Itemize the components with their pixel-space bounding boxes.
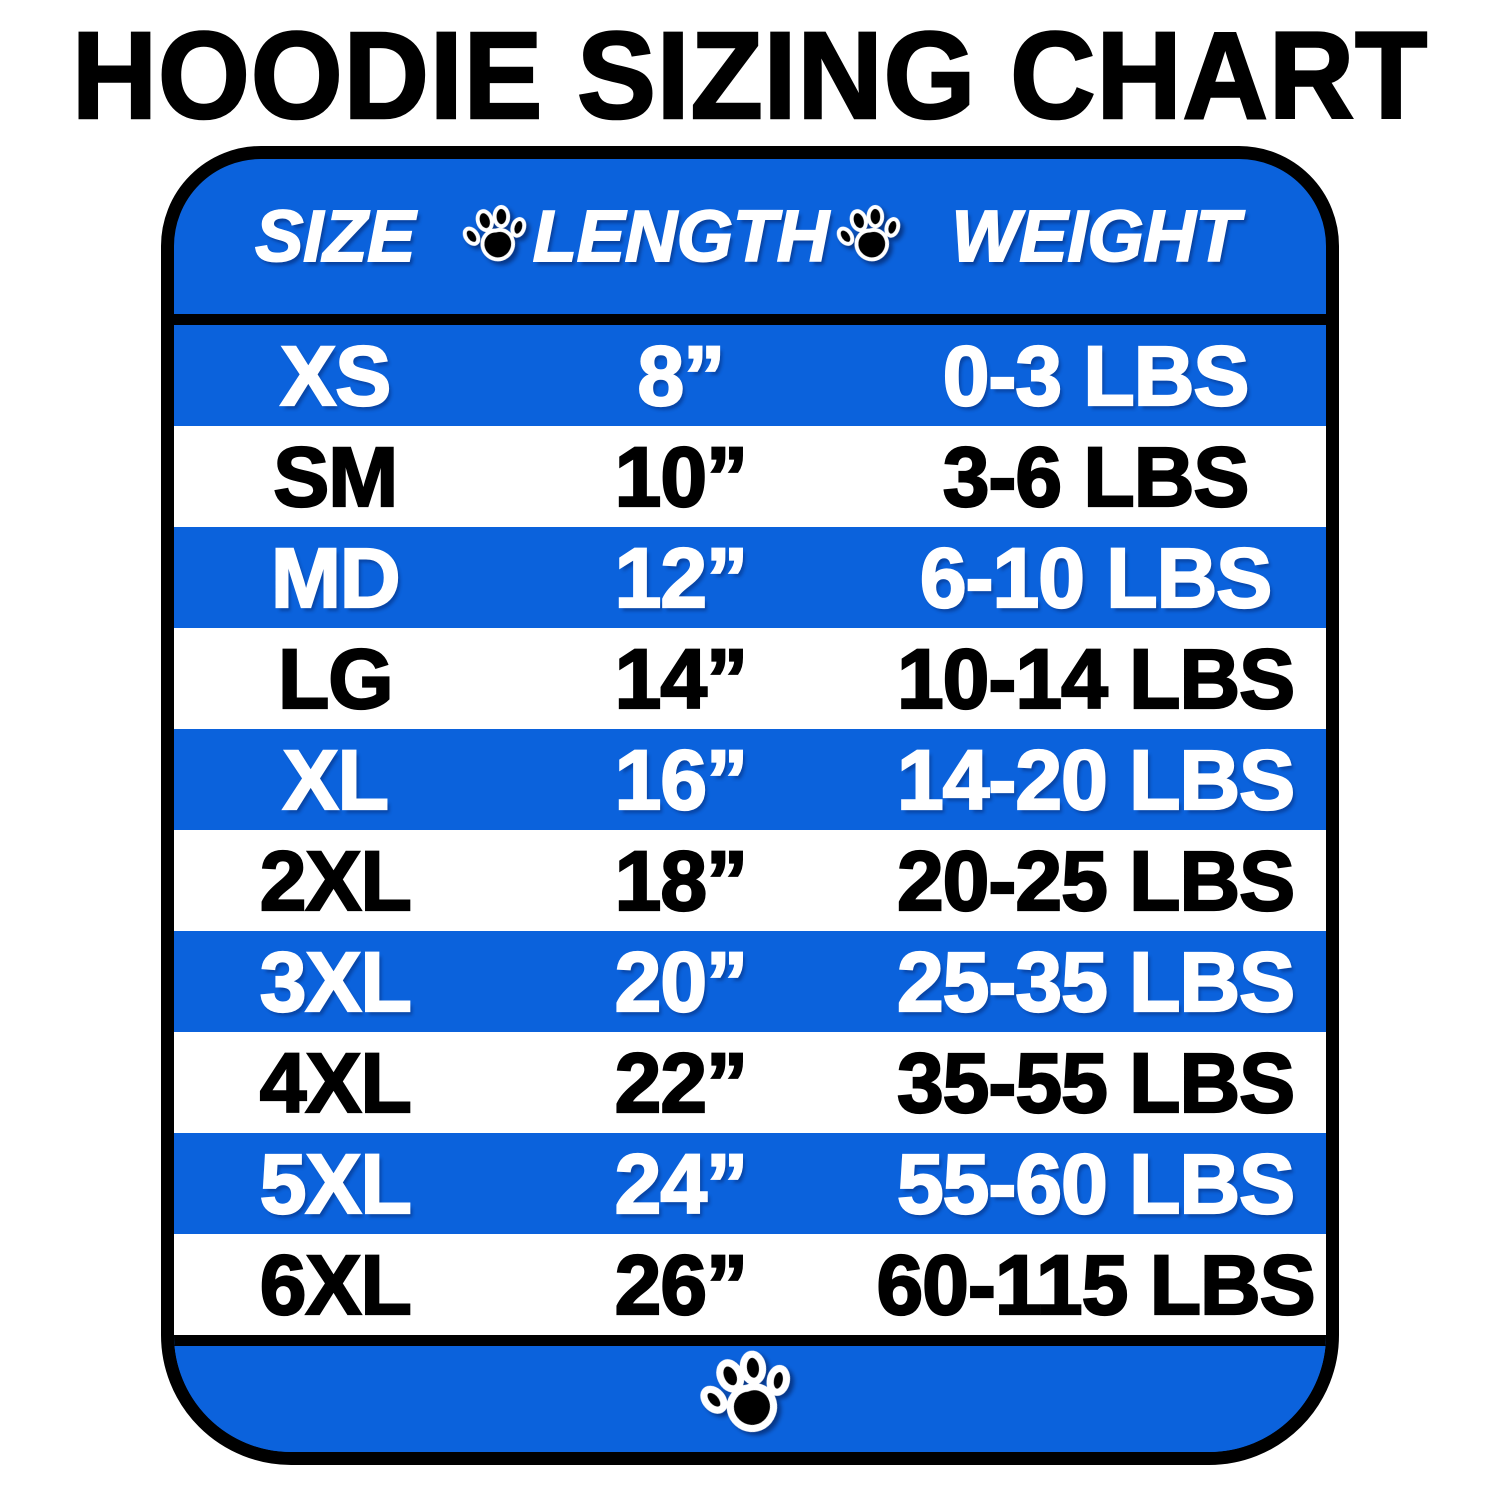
- paw-icon: [458, 199, 535, 276]
- sizing-chart-card: SIZE LENGTH WEIGHT: [161, 146, 1339, 1465]
- weight-cell: 20-25 LBS: [896, 833, 1296, 928]
- length-cell: 12”: [614, 530, 750, 625]
- weight-cell: 25-35 LBS: [896, 934, 1296, 1029]
- table-row: MD 12” 6-10 LBS: [174, 527, 1326, 628]
- weight-cell: 60-115 LBS: [875, 1237, 1316, 1332]
- length-cell: 16”: [614, 732, 750, 827]
- size-cell: MD: [270, 530, 402, 625]
- table-header-row: SIZE LENGTH WEIGHT: [174, 159, 1326, 325]
- table-row: 4XL 22” 35-55 LBS: [174, 1032, 1326, 1133]
- length-cell: 20”: [614, 934, 750, 1029]
- weight-cell: 35-55 LBS: [896, 1035, 1296, 1130]
- size-cell: XL: [281, 732, 390, 827]
- size-cell: 5XL: [259, 1136, 413, 1231]
- column-header-weight: WEIGHT: [951, 196, 1241, 277]
- table-row: 2XL 18” 20-25 LBS: [174, 830, 1326, 931]
- table-row: 3XL 20” 25-35 LBS: [174, 931, 1326, 1032]
- table-row: LG 14” 10-14 LBS: [174, 628, 1326, 729]
- column-header-length: LENGTH: [532, 196, 830, 277]
- length-cell: 18”: [614, 833, 750, 928]
- length-cell: 14”: [614, 631, 750, 726]
- weight-cell: 3-6 LBS: [942, 429, 1251, 524]
- size-cell: SM: [272, 429, 399, 524]
- table-row: 6XL 26” 60-115 LBS: [174, 1234, 1326, 1335]
- table-row: 5XL 24” 55-60 LBS: [174, 1133, 1326, 1234]
- size-cell: 4XL: [259, 1035, 413, 1130]
- weight-cell: 14-20 LBS: [896, 732, 1296, 827]
- weight-cell: 55-60 LBS: [896, 1136, 1296, 1231]
- table-row: XS 8” 0-3 LBS: [174, 325, 1326, 426]
- weight-cell: 10-14 LBS: [896, 631, 1296, 726]
- size-cell: 6XL: [259, 1237, 413, 1332]
- length-cell: 26”: [614, 1237, 750, 1332]
- size-cell: 2XL: [259, 833, 413, 928]
- length-cell: 10”: [614, 429, 750, 524]
- weight-cell: 6-10 LBS: [919, 530, 1274, 625]
- weight-cell: 0-3 LBS: [942, 328, 1251, 423]
- table-footer: [174, 1335, 1326, 1452]
- table-row: SM 10” 3-6 LBS: [174, 426, 1326, 527]
- length-cell: 22”: [614, 1035, 750, 1130]
- table-row: XL 16” 14-20 LBS: [174, 729, 1326, 830]
- column-header-size: SIZE: [254, 196, 416, 277]
- length-cell: 24”: [614, 1136, 750, 1231]
- size-cell: LG: [277, 631, 395, 726]
- paw-icon: [692, 1341, 808, 1452]
- page-title: HOODIE SIZING CHART: [71, 6, 1429, 146]
- size-cell: XS: [279, 328, 392, 423]
- size-cell: 3XL: [259, 934, 413, 1029]
- length-cell: 8”: [636, 328, 726, 423]
- paw-icon: [833, 199, 910, 276]
